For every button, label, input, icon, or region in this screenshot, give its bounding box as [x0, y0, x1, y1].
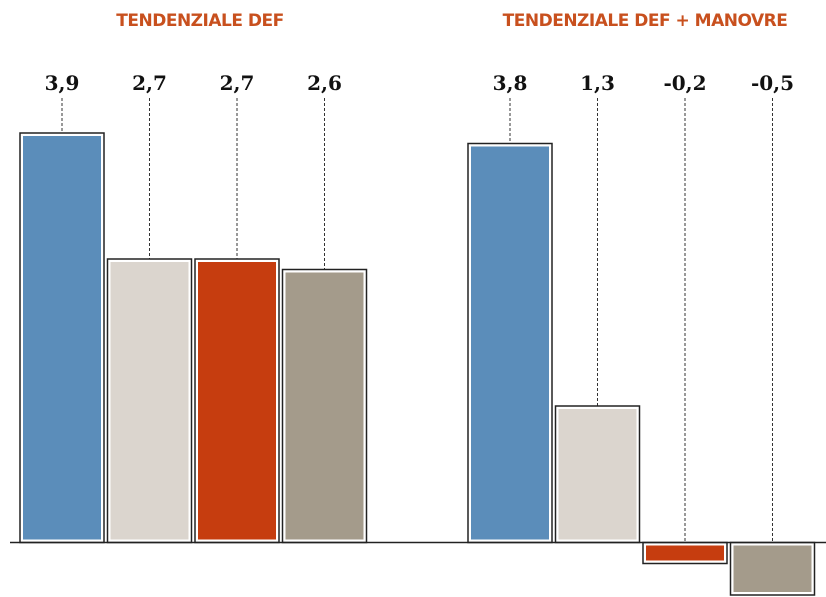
value-label: 2,7: [220, 71, 255, 95]
bar: [733, 545, 812, 592]
bar: [110, 262, 189, 540]
value-label: 2,7: [132, 71, 167, 95]
value-label: 1,3: [580, 71, 615, 95]
value-label: -0,2: [663, 71, 706, 95]
bar: [646, 545, 724, 561]
value-label: 3,8: [493, 71, 528, 95]
value-label: 2,6: [307, 71, 342, 95]
value-label: 3,9: [45, 71, 80, 95]
chart-title: TENDENZIALE DEF + MANOVRE: [503, 11, 788, 31]
bar: [471, 146, 549, 540]
bar: [558, 409, 637, 540]
bar: [23, 136, 101, 540]
chart-title: TENDENZIALE DEF: [116, 11, 283, 31]
bar: [198, 262, 276, 540]
bar: [285, 272, 364, 540]
value-label: -0,5: [751, 71, 794, 95]
